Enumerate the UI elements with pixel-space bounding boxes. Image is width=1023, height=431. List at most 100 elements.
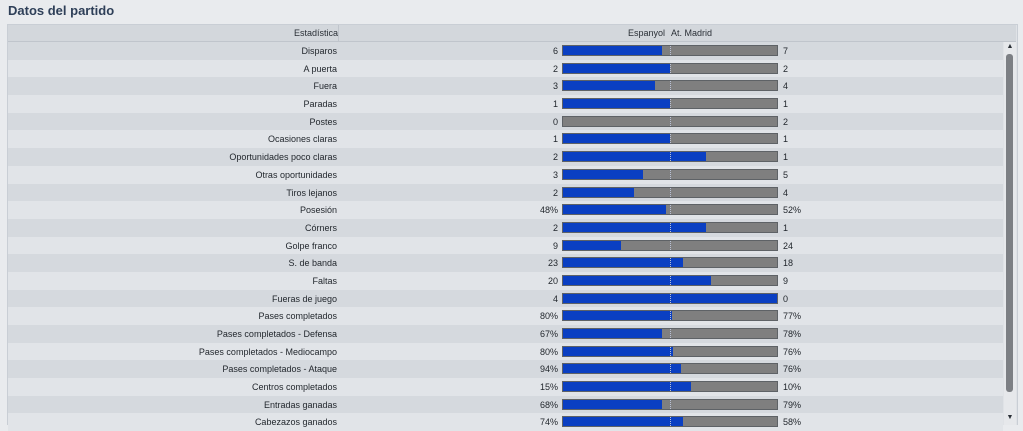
away-value: 78% — [783, 329, 802, 339]
table-row[interactable]: Postes 0 2 — [8, 112, 1003, 131]
stat-label: Pases completados — [258, 311, 337, 322]
table-row[interactable]: Fuera 3 4 — [8, 77, 1003, 96]
bar-midline — [670, 46, 671, 55]
home-share-fill — [563, 275, 711, 285]
away-value: 9 — [783, 275, 789, 286]
home-share-fill — [563, 63, 670, 73]
home-share-fill — [563, 187, 635, 197]
table-row[interactable]: Córners 2 1 — [8, 218, 1003, 237]
bar-midline — [670, 63, 671, 73]
bar-midline — [670, 205, 671, 215]
table-row[interactable]: Otras oportunidades 3 5 — [8, 165, 1003, 184]
table-row[interactable]: Pases completados - Ataque 94% 76% — [8, 360, 1003, 379]
bar-midline — [670, 417, 671, 427]
table-row[interactable]: Paradas 1 1 — [8, 95, 1003, 113]
stat-label: Pases completados - Ataque — [222, 364, 337, 375]
comparison-bar — [562, 292, 778, 304]
comparison-bar — [562, 151, 778, 163]
table-row[interactable]: Centros completados 15% 10% — [8, 378, 1003, 396]
stat-label: Oportunidades poco claras — [229, 152, 337, 163]
stat-label: Cabezazos ganados — [254, 417, 337, 428]
away-value: 1 — [783, 222, 789, 233]
scroll-up-arrow-icon[interactable]: ▲ — [1006, 43, 1014, 50]
home-value: 9 — [552, 240, 558, 251]
table-row[interactable]: Fueras de juego 4 0 — [8, 289, 1003, 308]
home-share-fill — [563, 258, 684, 268]
stat-label: Ocasiones claras — [267, 134, 337, 145]
home-value: 0 — [552, 116, 558, 127]
stat-label: Centros completados — [251, 382, 337, 393]
table-row[interactable]: Pases completados 80% 77% — [8, 307, 1003, 325]
home-value: 2 — [552, 187, 558, 198]
page-title: Datos del partido — [8, 3, 115, 18]
home-value: 80% — [539, 311, 558, 322]
home-value: 1 — [552, 134, 558, 145]
home-share-fill — [563, 46, 662, 55]
stat-label: Fuera — [313, 81, 337, 92]
column-header-away-team[interactable]: At. Madrid — [671, 28, 713, 38]
home-value: 48% — [539, 205, 558, 216]
away-value: 76% — [783, 346, 802, 357]
comparison-bar — [562, 115, 778, 127]
bar-midline — [670, 81, 671, 91]
bar-midline — [670, 258, 671, 268]
comparison-bar — [562, 345, 778, 357]
table-row[interactable]: Tiros lejanos 2 4 — [8, 183, 1003, 202]
table-row[interactable]: Pases completados - Defensa 67% 78% — [8, 325, 1003, 343]
bar-midline — [670, 134, 671, 144]
comparison-bar — [562, 98, 778, 110]
table-row[interactable]: Oportunidades poco claras 2 1 — [8, 148, 1003, 166]
comparison-bar — [562, 45, 778, 56]
table-row[interactable]: A puerta 2 2 — [8, 59, 1003, 78]
table-row[interactable]: Golpe franco 9 24 — [8, 236, 1003, 255]
away-value: 77% — [783, 311, 802, 322]
bar-midline — [670, 382, 671, 392]
home-value: 23 — [547, 258, 558, 269]
away-value: 18 — [783, 258, 794, 269]
column-header-statistic[interactable]: Estadística — [8, 25, 339, 41]
home-value: 4 — [552, 293, 558, 304]
bar-midline — [670, 99, 671, 109]
home-share-fill — [563, 364, 682, 374]
bar-midline — [670, 293, 671, 303]
table-row[interactable]: Disparos 6 7 — [8, 42, 1003, 60]
home-value: 15% — [539, 382, 558, 393]
comparison-bar — [562, 204, 778, 216]
home-share-fill — [563, 417, 684, 427]
table-row[interactable]: Entradas ganadas 68% 79% — [8, 395, 1003, 414]
table-row[interactable]: Pases completados - Mediocampo 80% 76% — [8, 342, 1003, 361]
bar-midline — [670, 152, 671, 162]
bar-midline — [670, 187, 671, 197]
scrollbar-thumb[interactable] — [1006, 54, 1013, 392]
comparison-bar — [562, 257, 778, 269]
away-value: 58% — [783, 417, 802, 428]
home-share-fill — [563, 399, 663, 409]
home-value: 67% — [539, 329, 558, 339]
vertical-scrollbar[interactable]: ▲ ▼ — [1004, 42, 1016, 425]
table-row[interactable]: Ocasiones claras 1 1 — [8, 130, 1003, 149]
table-row[interactable]: Cabezazos ganados 74% 58% — [8, 413, 1003, 431]
table-row[interactable]: S. de banda 23 18 — [8, 254, 1003, 272]
home-value: 3 — [552, 81, 558, 92]
stat-label: Tiros lejanos — [286, 187, 337, 198]
column-header-home-team[interactable]: Espanyol — [627, 28, 665, 38]
comparison-bar — [562, 168, 778, 180]
comparison-bar — [562, 363, 778, 375]
home-share-fill — [563, 134, 670, 144]
home-value: 1 — [552, 99, 558, 110]
home-share-fill — [563, 240, 622, 250]
table-row[interactable]: Faltas 20 9 — [8, 271, 1003, 290]
bar-midline — [670, 346, 671, 356]
table-header: Estadística Espanyol At. Madrid — [8, 25, 1016, 42]
stat-label: Disparos — [301, 46, 337, 56]
bar-midline — [670, 240, 671, 250]
stat-label: Córners — [304, 222, 337, 233]
home-value: 74% — [539, 417, 558, 428]
table-row[interactable]: Posesión 48% 52% — [8, 201, 1003, 219]
stat-label: Pases completados - Mediocampo — [198, 346, 337, 357]
stat-label: Posesión — [299, 205, 337, 216]
scroll-down-arrow-icon[interactable]: ▼ — [1006, 414, 1014, 421]
away-value: 79% — [783, 399, 802, 410]
home-value: 20 — [547, 275, 558, 286]
stat-label: Pases completados - Defensa — [216, 329, 337, 339]
